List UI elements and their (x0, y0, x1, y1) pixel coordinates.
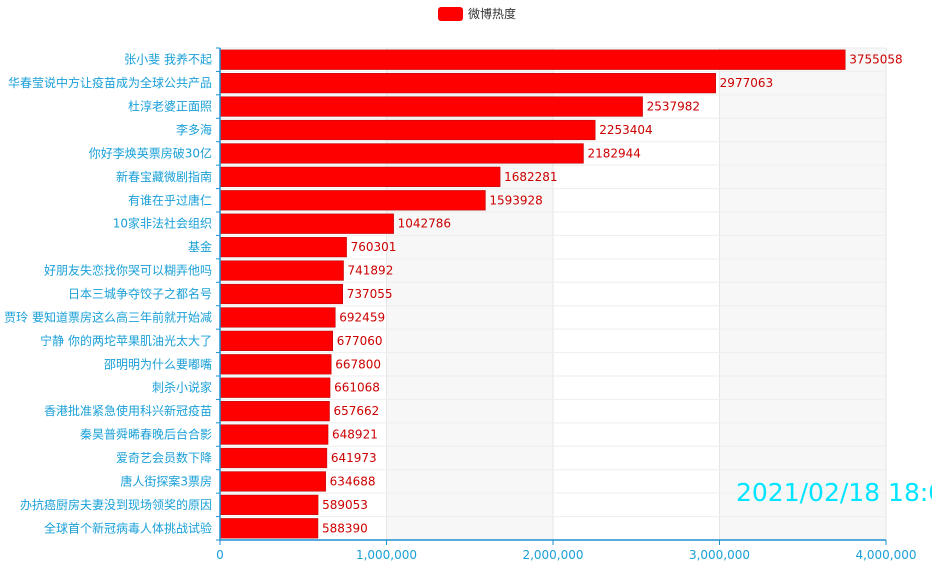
category-label: 李多海 (176, 122, 212, 137)
category-label: 张小斐 我养不起 (124, 52, 212, 67)
category-label: 新春宝藏微剧指南 (116, 169, 212, 184)
category-label: 爱奇艺会员数下降 (116, 450, 212, 465)
legend[interactable]: 微博热度 (438, 5, 516, 22)
category-label: 有谁在乎过唐仁 (128, 192, 212, 207)
bar-value-label: 741892 (348, 264, 394, 278)
category-label: 香港批准紧急使用科兴新冠疫苗 (44, 403, 212, 418)
category-label: 贾玲 要知道票房这么高三年前就开始减 (4, 309, 212, 324)
bar (219, 494, 319, 515)
bar-value-label: 2977063 (720, 76, 773, 90)
x-tick-label: 3,000,000 (689, 548, 750, 562)
bar (219, 424, 329, 445)
bar (219, 49, 846, 70)
bar-value-label: 737055 (347, 287, 393, 301)
bar-value-label: 1593928 (489, 193, 542, 207)
bar-value-label: 692459 (339, 310, 385, 324)
category-label: 办抗癌厨房夫妻没到现场领奖的原因 (20, 497, 212, 512)
category-label: 刺杀小说家 (152, 380, 212, 395)
bar-value-label: 677060 (337, 334, 383, 348)
bar (219, 471, 326, 492)
bar-value-label: 2182944 (587, 146, 640, 160)
category-label: 宁静 你的两坨苹果肌油光太大了 (40, 333, 212, 348)
timestamp-label: 2021/02/18 18:00 (736, 478, 932, 507)
bar-value-label: 641973 (331, 451, 377, 465)
category-label: 邵明明为什么要嘟嘴 (104, 357, 212, 371)
bar (219, 260, 344, 281)
bar (219, 447, 328, 469)
bar (219, 119, 596, 141)
bar-value-label: 2253404 (599, 123, 652, 137)
bar (219, 401, 330, 422)
bar-value-label: 657662 (334, 404, 380, 418)
bar-value-label: 1682281 (504, 170, 557, 184)
bar (219, 518, 319, 539)
bar (219, 283, 343, 305)
bar (219, 190, 486, 211)
bar-value-label: 661068 (334, 381, 380, 395)
category-label: 基金 (188, 239, 212, 254)
bar (219, 237, 347, 258)
x-tick-label: 0 (216, 548, 224, 562)
bar-value-label: 1042786 (398, 217, 451, 231)
bar-value-label: 667800 (335, 357, 381, 371)
category-label: 唐人街探案3票房 (120, 473, 212, 488)
bar (219, 354, 332, 375)
category-label: 华春莹说中方让疫苗成为全球公共产品 (8, 75, 212, 90)
bar (219, 96, 643, 117)
category-label: 秦昊普舜晞春晚后台合影 (80, 427, 212, 442)
x-tick-label: 4,000,000 (855, 548, 916, 562)
bar (219, 143, 584, 164)
category-label: 好朋友失恋找你哭可以糊弄他吗 (44, 263, 212, 278)
category-label: 杜淳老婆正面照 (128, 99, 212, 114)
bar (219, 330, 333, 351)
x-tick-label: 1,000,000 (356, 548, 417, 562)
bar (219, 73, 716, 94)
bar-value-label: 589053 (322, 498, 368, 512)
category-label: 10家非法社会组织 (113, 216, 212, 231)
category-label: 日本三城争夺饺子之都名号 (68, 286, 212, 301)
bar (219, 166, 501, 187)
category-label: 你好李焕英票房破30亿 (89, 145, 212, 160)
legend-label: 微博热度 (468, 7, 517, 21)
bar (219, 213, 394, 234)
x-tick-label: 2,000,000 (522, 548, 583, 562)
grid-band (719, 48, 886, 540)
bar (219, 307, 336, 328)
bar-value-label: 648921 (332, 428, 378, 442)
bar-value-label: 3755058 (849, 53, 902, 67)
bar-value-label: 760301 (351, 240, 397, 254)
category-label: 全球首个新冠病毒人体挑战试验 (44, 520, 212, 535)
bar-value-label: 2537982 (647, 100, 700, 114)
bar-value-label: 634688 (330, 474, 376, 488)
bar-value-label: 588390 (322, 521, 368, 535)
bar (219, 377, 331, 398)
legend-swatch (438, 6, 463, 21)
